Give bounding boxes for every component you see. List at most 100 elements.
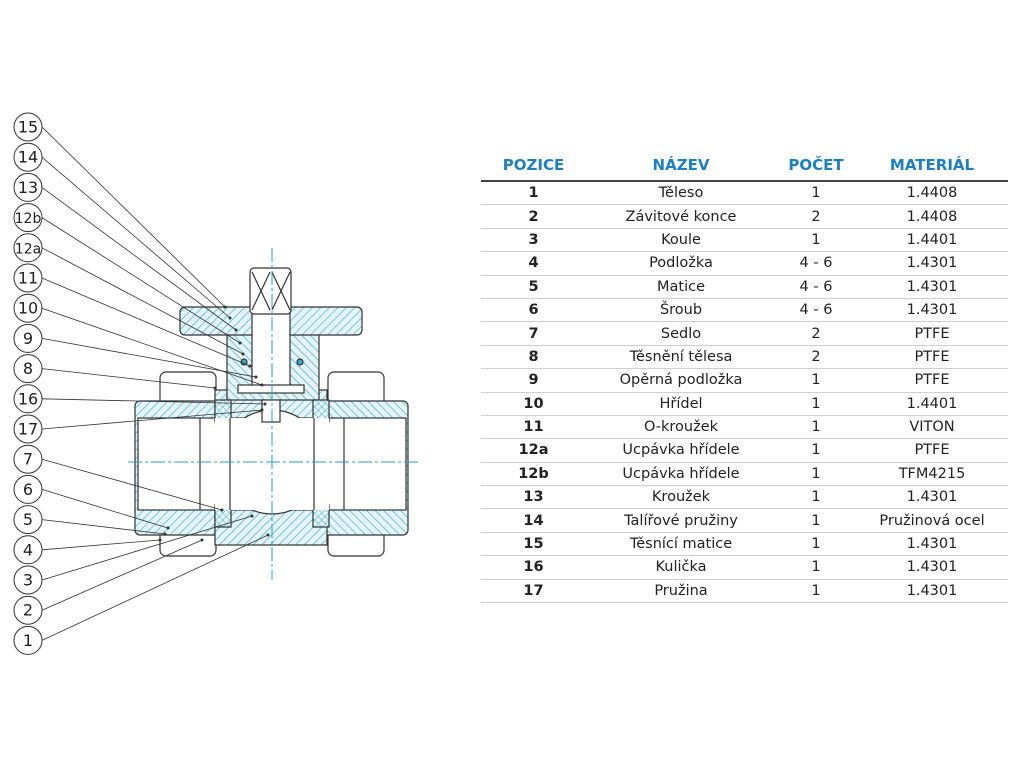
leader-line (41, 126, 226, 308)
cell-position: 6 (481, 298, 586, 323)
cell-name: Hřídel (586, 392, 776, 416)
cell-name: Talířové pružiny (586, 508, 776, 533)
callout-label: 12a (15, 241, 41, 257)
cell-count: 2 (776, 204, 856, 229)
header-name: NÁZEV (586, 150, 776, 182)
table-row: 4 Podložka 4 - 6 1.4301 (481, 251, 1008, 276)
leader-line (41, 277, 251, 367)
table-row: 10 Hřídel 1 1.4401 (481, 392, 1008, 416)
cell-position: 5 (481, 275, 586, 299)
cell-material: 1.4301 (856, 555, 1008, 580)
leader-line (41, 515, 253, 581)
ball-valve-section-drawing: 15 14 13 12b 12a 11 10 9 8 16 17 7 6 5 4 3 2 1 (13, 112, 418, 655)
leader-dot (260, 383, 264, 387)
table-row: 9 Opěrná podložka 1 PTFE (481, 368, 1008, 393)
leader-line (41, 539, 203, 611)
leader-line (41, 156, 231, 319)
cell-position: 14 (481, 508, 586, 533)
cell-name: Sedlo (586, 321, 776, 346)
cell-material: 1.4301 (856, 485, 1008, 510)
callout-label: 17 (18, 420, 38, 439)
cell-position: 9 (481, 368, 586, 393)
leader-dot (200, 538, 204, 542)
table-header-row: POZICE NÁZEV POČET MATERIÁL (481, 150, 1008, 182)
cell-position: 7 (481, 321, 586, 346)
callout-label: 7 (23, 450, 33, 469)
table-row: 1 Těleso 1 1.4408 (481, 181, 1008, 206)
cell-position: 10 (481, 392, 586, 416)
cell-count: 4 - 6 (776, 298, 856, 323)
leader-dot (158, 538, 162, 542)
cell-position: 15 (481, 532, 586, 557)
cell-material: 1.4301 (856, 251, 1008, 276)
cell-material: VITON (856, 415, 1008, 440)
leader-line (41, 217, 241, 344)
callout-circle (13, 293, 43, 323)
cell-name: Koule (586, 228, 776, 253)
leader-dot (250, 514, 254, 518)
cell-name: Šroub (586, 298, 776, 323)
cell-name: Těsnění tělesa (586, 345, 776, 370)
cell-material: 1.4401 (856, 392, 1008, 416)
callout-label: 11 (18, 269, 38, 288)
cell-position: 16 (481, 555, 586, 580)
cell-count: 1 (776, 368, 856, 393)
leader-dot (254, 375, 258, 379)
table-row: 16 Kulička 1 1.4301 (481, 555, 1008, 580)
leader-dot (163, 532, 167, 536)
cell-count: 1 (776, 579, 856, 604)
leader-dot (241, 352, 245, 356)
leader-dot (234, 328, 238, 332)
cell-position: 12b (481, 462, 586, 487)
callout-label: 13 (18, 178, 38, 197)
callout-labels: 15 14 13 12b 12a 11 10 9 8 16 17 7 6 5 4 3 2 1 (13, 112, 270, 655)
cell-position: 8 (481, 345, 586, 370)
cell-name: Opěrná podložka (586, 368, 776, 393)
table-row: 14 Talířové pružiny 1 Pružinová ocel (481, 508, 1008, 533)
cell-name: Závitové konce (586, 204, 776, 229)
cell-position: 3 (481, 228, 586, 253)
cell-count: 4 - 6 (776, 251, 856, 276)
cell-name: Těleso (586, 181, 776, 206)
leader-dot (223, 305, 227, 309)
centerlines (128, 248, 418, 580)
table-row: 8 Těsnění tělesa 2 PTFE (481, 345, 1008, 370)
cell-count: 4 - 6 (776, 275, 856, 299)
cell-name: O-kroužek (586, 415, 776, 440)
callout-circle (13, 565, 43, 595)
cell-count: 1 (776, 438, 856, 463)
table-row: 7 Sedlo 2 PTFE (481, 321, 1008, 346)
callout-label: 5 (23, 510, 33, 529)
cell-material: Pružinová ocel (856, 508, 1008, 533)
callout-label: 9 (23, 329, 33, 348)
leader-line (41, 187, 237, 331)
callout-circle (13, 354, 43, 384)
leader-line (41, 458, 223, 511)
leader-line (41, 539, 161, 551)
header-material: MATERIÁL (856, 150, 1008, 182)
callout-circle (13, 323, 43, 353)
cell-material: 1.4301 (856, 532, 1008, 557)
callout-label: 8 (23, 359, 33, 378)
cell-material: 1.4301 (856, 275, 1008, 299)
cell-count: 1 (776, 532, 856, 557)
callout-circle (13, 444, 43, 474)
leader-dot (248, 364, 252, 368)
callout-label: 12b (15, 211, 42, 227)
table-row: 15 Těsnící matice 1 1.4301 (481, 532, 1008, 557)
cell-material: 1.4301 (856, 579, 1008, 604)
cell-name: Kroužek (586, 485, 776, 510)
cell-count: 2 (776, 321, 856, 346)
table-row: 12b Ucpávka hřídele 1 TFM4215 (481, 462, 1008, 487)
callout-label: 15 (18, 118, 38, 137)
callout-circle (13, 384, 43, 414)
cell-position: 11 (481, 415, 586, 440)
cell-material: PTFE (856, 345, 1008, 370)
leader-line (41, 409, 263, 430)
cell-count: 1 (776, 415, 856, 440)
leader-dot (213, 386, 217, 390)
cell-name: Ucpávka hřídele (586, 438, 776, 463)
callout-circle (13, 414, 43, 444)
leader-line (41, 338, 257, 378)
leader-dot (228, 316, 232, 320)
